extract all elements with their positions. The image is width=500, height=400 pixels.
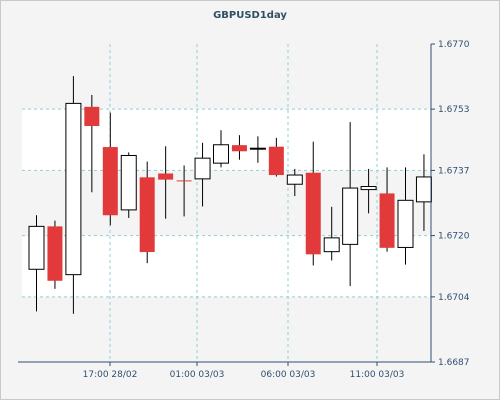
candle [249, 136, 266, 163]
grid-band [22, 44, 431, 110]
chart-title: GBPUSD1day [213, 10, 287, 21]
y-tick-label: 1.6737 [438, 166, 470, 176]
candle-body-up [120, 154, 137, 211]
candle-body-down [176, 180, 192, 182]
candle [379, 167, 395, 252]
candles [28, 76, 432, 314]
y-tick-label: 1.6704 [438, 293, 470, 303]
candle-body-down [139, 177, 155, 253]
candle [397, 167, 414, 265]
candle [65, 76, 82, 314]
candle [323, 206, 340, 261]
y-tick-label: 1.6720 [438, 232, 470, 242]
candle [47, 220, 63, 289]
x-tick-label: 01:00 03/03 [170, 370, 225, 380]
y-tick-label: 1.6753 [438, 105, 470, 115]
x-tick-label: 11:00 03/03 [350, 370, 405, 380]
candle-body-down [158, 173, 174, 180]
candle [305, 141, 321, 266]
candle [342, 122, 359, 287]
candle-body-up [65, 102, 82, 276]
candle [176, 165, 192, 217]
candle [84, 94, 100, 193]
candle [213, 130, 229, 168]
candle-body-down [305, 172, 321, 255]
candle-body-down [268, 146, 284, 176]
candle [415, 154, 432, 231]
candle [120, 152, 137, 218]
y-tick-label: 1.6687 [438, 358, 470, 368]
candle [194, 142, 211, 207]
candle [139, 161, 155, 264]
candle-body-up [415, 176, 432, 203]
grid [22, 44, 431, 362]
candle-body-down [231, 145, 247, 152]
candle-body-up [194, 157, 211, 180]
candle-body-down [47, 226, 63, 281]
candle-body-up [397, 199, 414, 248]
candle-body-up [323, 237, 340, 253]
candle-body-up [286, 174, 303, 185]
candle [360, 168, 377, 214]
candle-body-down [84, 106, 100, 126]
candle-body-up [360, 186, 377, 191]
y-tick-label: 1.6770 [438, 40, 470, 50]
candle [28, 215, 45, 312]
candle [268, 137, 284, 177]
grid-band [22, 296, 431, 362]
candle-body-up [28, 225, 45, 270]
x-tick-label: 17:00 28/02 [83, 370, 138, 380]
axes: 1.6770 1.6753 1.6737 1.6720 1.6704 1.6687 17:0… [18, 40, 470, 380]
candle [158, 146, 174, 219]
candle-body-down [102, 147, 118, 216]
candle [231, 135, 247, 160]
candle [286, 168, 303, 197]
candle-body-down [379, 193, 395, 248]
candle-body-up [249, 147, 266, 150]
grid-band [22, 170, 431, 236]
candle [102, 112, 118, 226]
x-tick-label: 06:00 03/03 [261, 370, 316, 380]
candle-body-up [213, 144, 229, 164]
plot-background [22, 44, 431, 362]
candle-body-up [342, 187, 359, 245]
